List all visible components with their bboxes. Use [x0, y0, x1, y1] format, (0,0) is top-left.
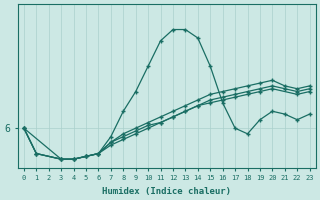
X-axis label: Humidex (Indice chaleur): Humidex (Indice chaleur) — [102, 187, 231, 196]
